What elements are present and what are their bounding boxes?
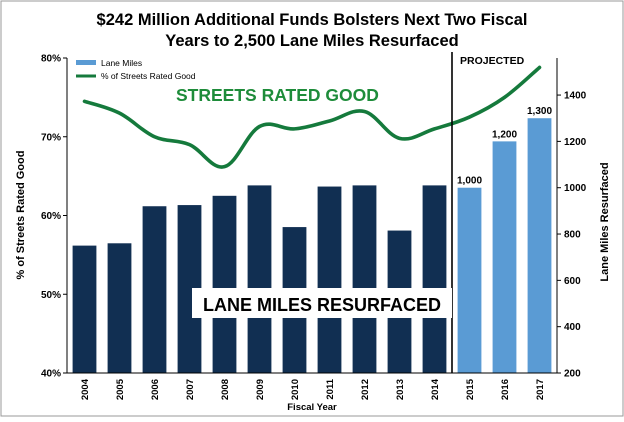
- streets-rated-good-line: [82, 65, 542, 169]
- bar-2016: [492, 141, 517, 373]
- right-tick-label: 1200: [564, 137, 587, 148]
- right-tick-label: 600: [564, 276, 581, 287]
- left-tick-label: 80%: [41, 54, 61, 65]
- bar-2008: [212, 195, 237, 373]
- left-tick-label: 60%: [41, 211, 61, 222]
- x-tick-label: 2008: [220, 379, 231, 400]
- line-layer: [82, 65, 542, 169]
- left-tick-label: 70%: [41, 132, 61, 143]
- bar-2009: [247, 185, 272, 373]
- x-tick-label: 2005: [115, 378, 126, 400]
- chart-title-line-2: Years to 2,500 Lane Miles Resurfaced: [165, 32, 458, 50]
- x-tick-label: 2009: [255, 379, 266, 400]
- x-tick-label: 2015: [465, 378, 476, 400]
- x-tick-label: 2012: [360, 379, 371, 400]
- right-tick-label: 400: [564, 322, 581, 333]
- right-axis-label: Lane Miles Resurfaced: [599, 162, 611, 281]
- bar-2007: [177, 205, 202, 373]
- left-axis-ticks: 40% 50% 60% 70% 80%: [41, 54, 67, 380]
- bar-2005: [107, 243, 132, 373]
- lane-miles-resurfaced-annotation: LANE MILES RESURFACED: [203, 295, 441, 315]
- legend-label-streets-good: % of Streets Rated Good: [101, 71, 196, 81]
- left-tick-label: 40%: [41, 369, 61, 380]
- bar-2011: [317, 186, 342, 373]
- right-tick-label: 800: [564, 230, 581, 241]
- right-tick-label: 1000: [564, 183, 587, 194]
- chart-title-line-1: $242 Million Additional Funds Bolsters N…: [97, 11, 528, 29]
- lane-miles-annotation-box: [192, 288, 452, 318]
- x-axis-ticks: 2004 2005 2006 2007 2008 2009 2010 2011 2012 2013…: [80, 378, 546, 400]
- streets-rated-good-annotation: STREETS RATED GOOD: [176, 85, 379, 105]
- x-tick-label: 2011: [325, 378, 336, 399]
- bar-2015: [457, 187, 482, 373]
- x-tick-label: 2004: [80, 378, 91, 400]
- x-tick-label: 2013: [395, 379, 406, 400]
- x-axis-label: Fiscal Year: [287, 402, 337, 413]
- bar-2012: [352, 185, 377, 373]
- x-tick-label: 2016: [500, 379, 511, 400]
- bar-2006: [142, 206, 167, 373]
- x-tick-label: 2014: [430, 378, 441, 400]
- right-axis-ticks: 200 400 600 800 1000 1200 1400: [557, 91, 587, 380]
- legend-label-lane-miles: Lane Miles: [101, 58, 142, 68]
- left-axis-label: % of Streets Rated Good: [15, 151, 27, 280]
- bar-2004: [72, 245, 97, 373]
- x-tick-label: 2017: [535, 379, 546, 400]
- x-tick-label: 2010: [290, 379, 301, 400]
- projected-label: PROJECTED: [460, 55, 525, 67]
- legend-swatch-lane-miles: [76, 60, 96, 65]
- bar-data-label-2017: 1,300: [527, 106, 552, 117]
- right-tick-label: 1400: [564, 91, 587, 102]
- left-tick-label: 50%: [41, 290, 61, 301]
- right-tick-label: 200: [564, 369, 581, 380]
- legend: Lane Miles % of Streets Rated Good: [76, 58, 196, 81]
- bar-2017: [527, 118, 552, 373]
- bars-layer: 1,000 1,200 1,300: [72, 106, 552, 373]
- bar-data-label-2015: 1,000: [457, 176, 482, 187]
- bar-2014: [422, 185, 447, 373]
- x-tick-label: 2007: [185, 379, 196, 400]
- bar-data-label-2016: 1,200: [492, 129, 517, 140]
- x-tick-label: 2006: [150, 379, 161, 400]
